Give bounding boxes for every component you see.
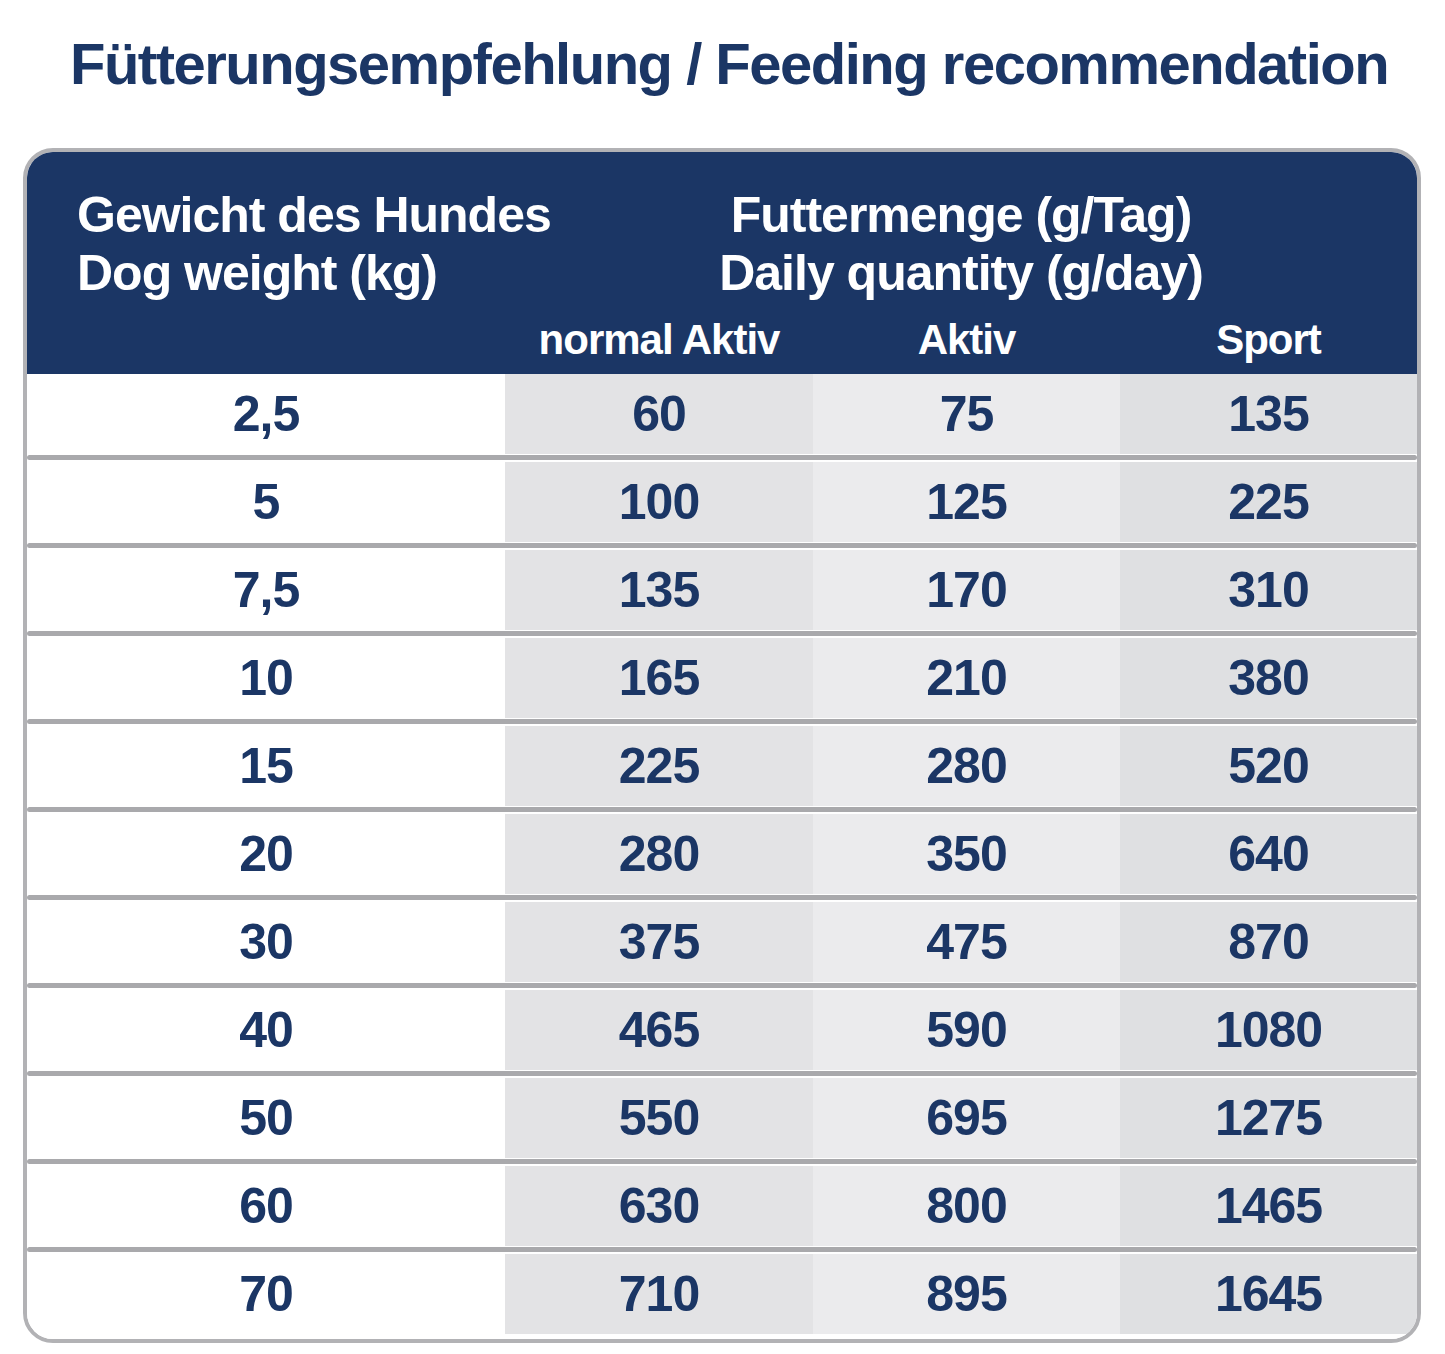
table-row: 2,56075135 (27, 374, 1417, 454)
row-separator (27, 806, 1417, 814)
table-row: 606308001465 (27, 1166, 1417, 1246)
row-separator (27, 982, 1417, 990)
quantity-column-header-en: Daily quantity (g/day) (505, 244, 1417, 302)
row-separator (27, 1070, 1417, 1078)
normal-aktiv-cell: 135 (505, 550, 813, 630)
aktiv-cell: 210 (813, 638, 1120, 718)
normal-aktiv-cell: 630 (505, 1166, 813, 1246)
table-row: 7,5135170310 (27, 550, 1417, 630)
sport-cell: 870 (1120, 902, 1417, 982)
row-separator-bar (27, 631, 1417, 636)
table-row: 404655901080 (27, 990, 1417, 1070)
table-row: 10165210380 (27, 638, 1417, 718)
sport-cell: 135 (1120, 374, 1417, 454)
row-separator-bar (27, 719, 1417, 724)
row-separator-bar (27, 1071, 1417, 1076)
normal-aktiv-cell: 165 (505, 638, 813, 718)
table-row: 707108951645 (27, 1254, 1417, 1334)
sport-cell: 1275 (1120, 1078, 1417, 1158)
row-separator (27, 1246, 1417, 1254)
row-separator-bar (27, 983, 1417, 988)
table-row: 5100125225 (27, 462, 1417, 542)
row-separator-bar (27, 455, 1417, 460)
aktiv-cell: 895 (813, 1254, 1120, 1334)
sport-cell: 1465 (1120, 1166, 1417, 1246)
weight-cell: 40 (27, 990, 505, 1070)
table-row: 30375475870 (27, 902, 1417, 982)
aktiv-cell: 170 (813, 550, 1120, 630)
weight-cell: 10 (27, 638, 505, 718)
weight-cell: 15 (27, 726, 505, 806)
row-separator (27, 894, 1417, 902)
weight-cell: 20 (27, 814, 505, 894)
sport-cell: 380 (1120, 638, 1417, 718)
table-header: Gewicht des Hundes Futtermenge (g/Tag) D… (27, 152, 1417, 374)
weight-cell: 70 (27, 1254, 505, 1334)
row-separator (27, 630, 1417, 638)
normal-aktiv-cell: 225 (505, 726, 813, 806)
normal-aktiv-cell: 375 (505, 902, 813, 982)
activity-subheader-row: normal Aktiv Aktiv Sport (27, 316, 1417, 364)
row-separator (27, 1158, 1417, 1166)
aktiv-cell: 800 (813, 1166, 1120, 1246)
aktiv-cell: 695 (813, 1078, 1120, 1158)
table-body: 2,5607513551001252257,513517031010165210… (27, 374, 1417, 1334)
row-separator-bar (27, 1159, 1417, 1164)
aktiv-cell: 125 (813, 462, 1120, 542)
aktiv-cell: 75 (813, 374, 1120, 454)
weight-cell: 30 (27, 902, 505, 982)
weight-cell: 50 (27, 1078, 505, 1158)
row-separator (27, 454, 1417, 462)
weight-cell: 60 (27, 1166, 505, 1246)
table-bottom-padding (27, 1334, 1417, 1339)
weight-cell: 7,5 (27, 550, 505, 630)
normal-aktiv-cell: 100 (505, 462, 813, 542)
table-row: 15225280520 (27, 726, 1417, 806)
aktiv-cell: 280 (813, 726, 1120, 806)
normal-aktiv-cell: 550 (505, 1078, 813, 1158)
normal-aktiv-cell: 710 (505, 1254, 813, 1334)
row-separator (27, 542, 1417, 550)
normal-aktiv-cell: 60 (505, 374, 813, 454)
feeding-table: Gewicht des Hundes Futtermenge (g/Tag) D… (23, 148, 1421, 1343)
weight-column-header-en: Dog weight (kg) (27, 244, 505, 302)
sport-cell: 1645 (1120, 1254, 1417, 1334)
column-header-aktiv: Aktiv (813, 316, 1120, 364)
weight-column-header-de: Gewicht des Hundes (27, 186, 505, 244)
row-separator (27, 718, 1417, 726)
sport-cell: 1080 (1120, 990, 1417, 1070)
column-header-sport: Sport (1120, 316, 1417, 364)
column-header-normal-aktiv: normal Aktiv (505, 316, 813, 364)
table-row: 505506951275 (27, 1078, 1417, 1158)
quantity-column-header-de: Futtermenge (g/Tag) (505, 186, 1417, 244)
aktiv-cell: 350 (813, 814, 1120, 894)
normal-aktiv-cell: 465 (505, 990, 813, 1070)
row-separator-bar (27, 543, 1417, 548)
row-separator-bar (27, 807, 1417, 812)
table-row: 20280350640 (27, 814, 1417, 894)
normal-aktiv-cell: 280 (505, 814, 813, 894)
page-title: Fütterungsempfehlung / Feeding recommend… (70, 30, 1410, 97)
sport-cell: 520 (1120, 726, 1417, 806)
sport-cell: 225 (1120, 462, 1417, 542)
weight-cell: 5 (27, 462, 505, 542)
sport-cell: 310 (1120, 550, 1417, 630)
weight-cell: 2,5 (27, 374, 505, 454)
aktiv-cell: 475 (813, 902, 1120, 982)
aktiv-cell: 590 (813, 990, 1120, 1070)
row-separator-bar (27, 1247, 1417, 1252)
sport-cell: 640 (1120, 814, 1417, 894)
row-separator-bar (27, 895, 1417, 900)
